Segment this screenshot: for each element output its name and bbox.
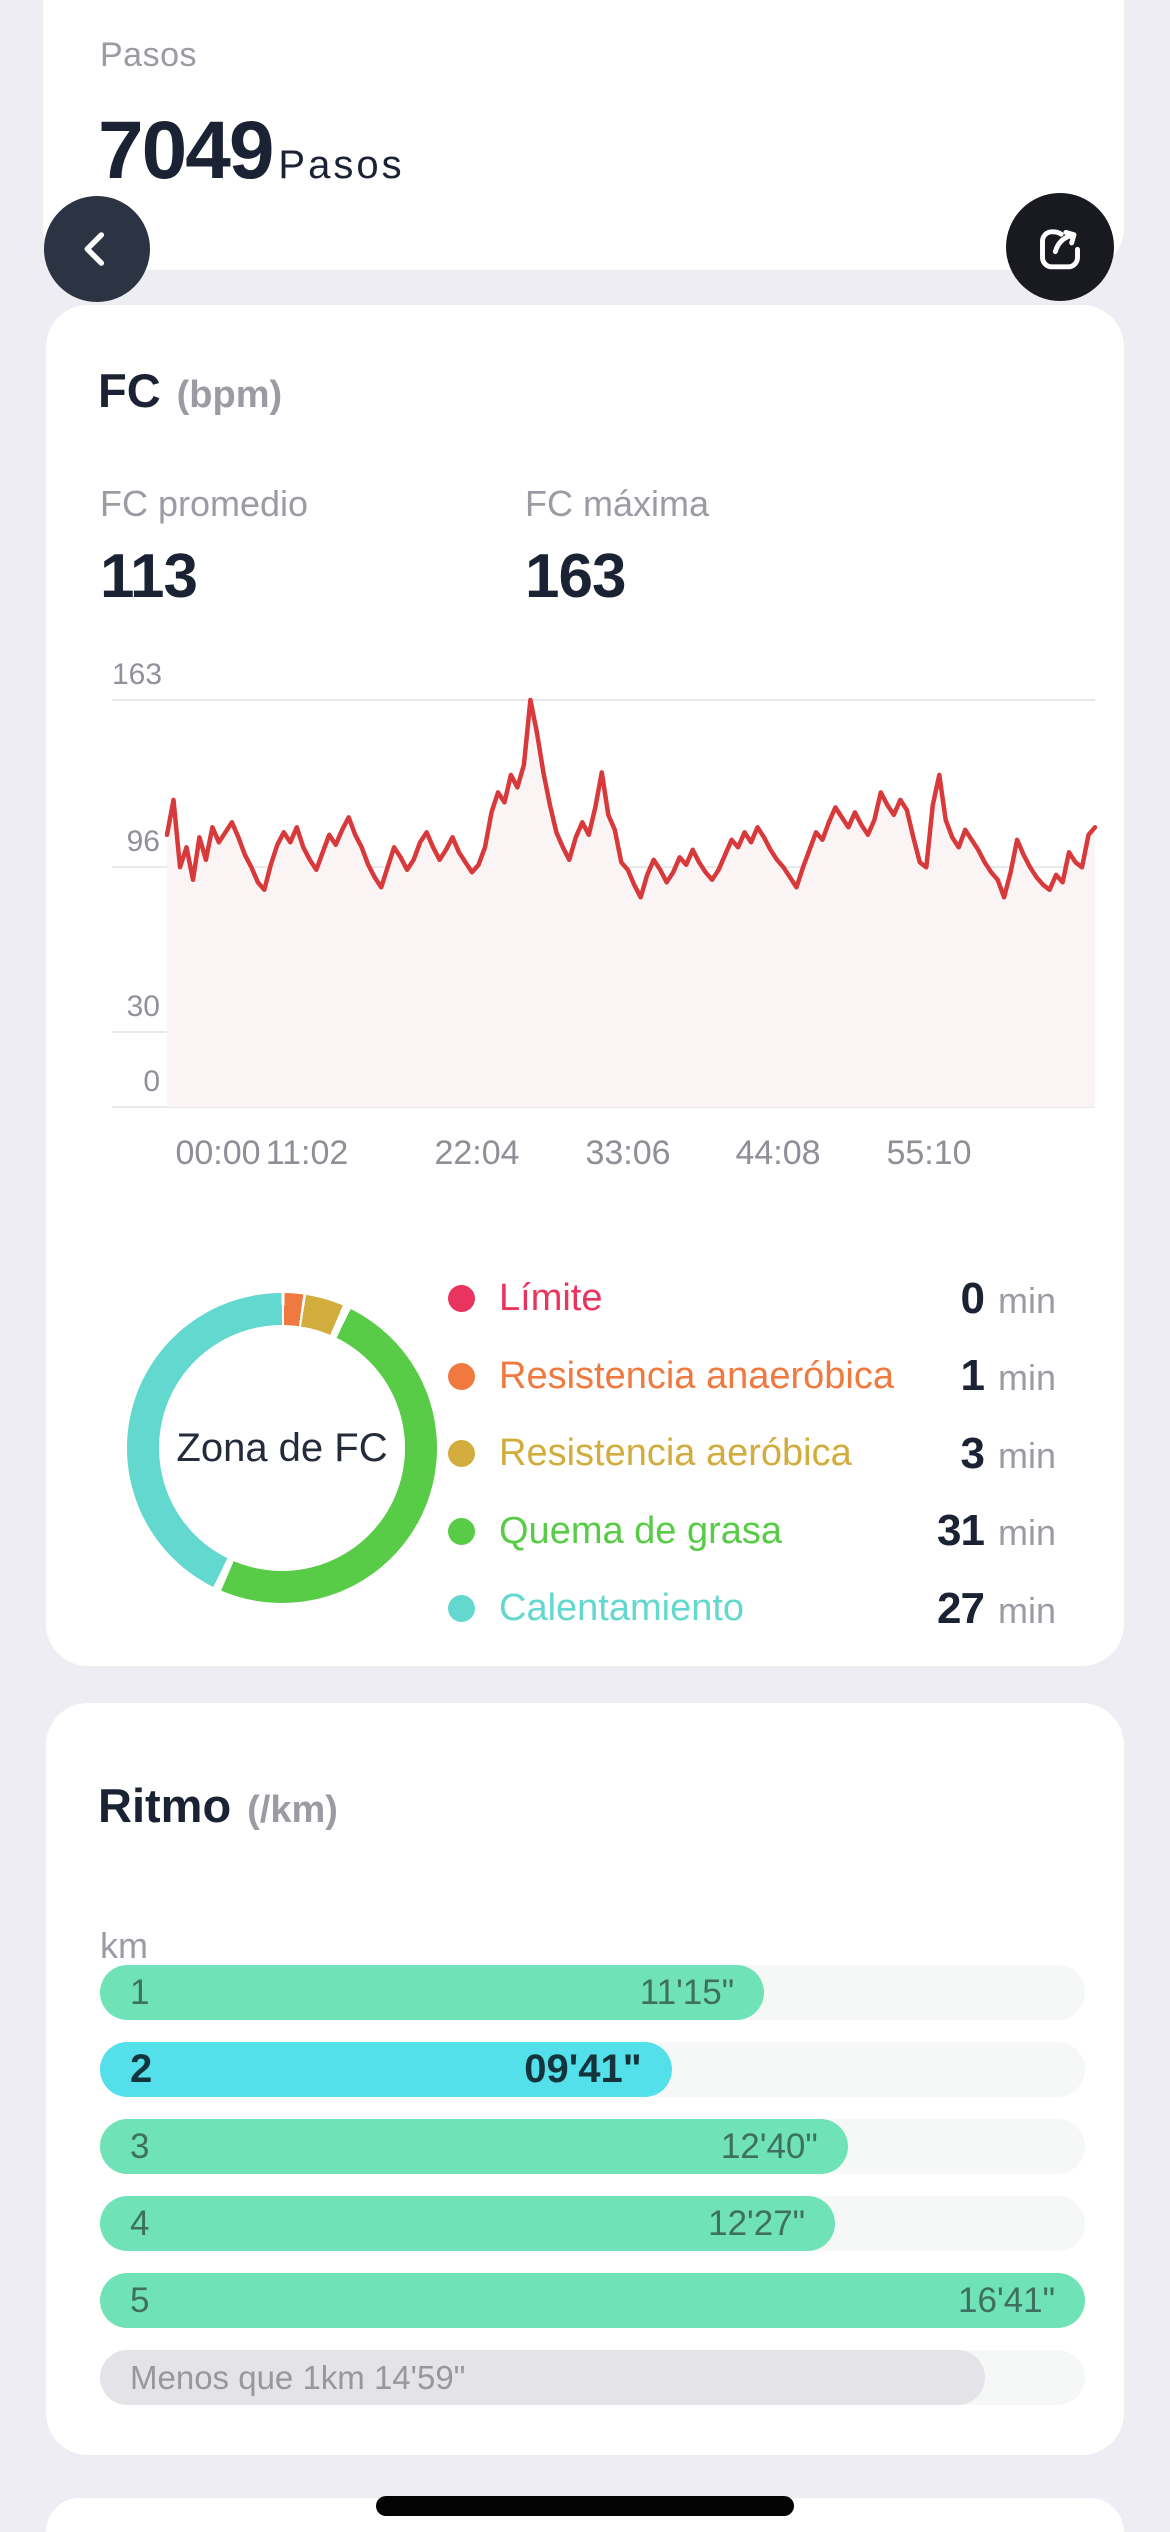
pace-bar: 1 11'15" xyxy=(100,1965,765,2020)
share-icon xyxy=(1032,219,1088,275)
zone-color-dot xyxy=(448,1517,475,1545)
fc-zone-row: Resistencia anaeróbica 1 min xyxy=(46,1338,1124,1415)
fc-average-label: FC promedio xyxy=(100,483,309,524)
y-tick-label: 30 xyxy=(126,990,160,1024)
y-tick-label: 0 xyxy=(143,1065,160,1098)
pace-time-label: 11'15" xyxy=(639,1972,735,2012)
pace-row: 5 16'41" xyxy=(100,2273,1085,2328)
fc-max-stat: FC máxima 163 xyxy=(525,483,709,612)
chevron-left-icon xyxy=(71,223,123,275)
zone-label: Límite xyxy=(499,1277,603,1319)
x-tick-label: 55:10 xyxy=(886,1134,972,1172)
pace-time-label: 12'40" xyxy=(720,2126,818,2166)
fc-title-unit: (bpm) xyxy=(176,374,283,416)
back-button[interactable] xyxy=(44,196,150,302)
pace-time-label: 16'41" xyxy=(958,2280,1055,2320)
pace-bar: Menos que 1km 14'59" xyxy=(100,2350,985,2405)
fc-max-value: 163 xyxy=(525,542,626,611)
fc-average-value: 113 xyxy=(100,542,198,611)
pace-title-text: Ritmo xyxy=(98,1779,232,1832)
home-indicator[interactable] xyxy=(376,2496,794,2516)
fc-zones-donut: Zona de FC xyxy=(127,1293,437,1603)
pace-title-unit: (/km) xyxy=(247,1789,338,1831)
fc-title-text: FC xyxy=(98,364,161,417)
zone-color-dot xyxy=(448,1595,475,1622)
heart-rate-series xyxy=(164,697,1098,1107)
nav-title: Pasos xyxy=(100,36,197,74)
pace-bar: 4 12'27" xyxy=(100,2196,836,2251)
zone-minutes: 3 min xyxy=(960,1428,1057,1478)
fc-zone-row: Límite 0 min xyxy=(46,1260,1124,1337)
heart-rate-plot: 163 96 30 0 00:00 11:02 22:04 33:06 44:08 55:10 xyxy=(112,658,1098,1172)
steps-summary: 7049 Pasos xyxy=(98,104,405,198)
zone-label: Quema de grasa xyxy=(499,1509,783,1552)
heart-rate-card: FC (bpm) FC promedio 113 FC máxima 163 1… xyxy=(46,305,1124,1666)
pace-row: 3 12'40" xyxy=(100,2119,1085,2174)
fc-zone-row: Quema de grasa 31 min xyxy=(46,1493,1124,1570)
zone-minutes: 27 min xyxy=(937,1583,1056,1633)
pace-track: 4 12'27" xyxy=(100,2196,1085,2251)
share-button[interactable] xyxy=(1006,193,1114,301)
pace-bar: 3 12'40" xyxy=(100,2119,848,2174)
pace-time-label: 09'41" xyxy=(524,2047,642,2091)
pace-time-label: 12'27" xyxy=(708,2203,806,2243)
zone-label: Resistencia anaeróbica xyxy=(499,1354,895,1397)
x-tick-label: 11:02 xyxy=(265,1134,349,1172)
y-tick-label: 96 xyxy=(126,825,160,859)
gridline-163 xyxy=(112,699,1095,701)
zone-label: Resistencia aeróbica xyxy=(499,1432,852,1474)
zone-minutes: 31 min xyxy=(937,1506,1056,1555)
y-tick-label: 163 xyxy=(112,658,163,691)
pace-track: Menos que 1km 14'59" xyxy=(100,2350,1085,2405)
pace-card-title: Ritmo (/km) xyxy=(98,1778,338,1833)
steps-header-card: Pasos 7049 Pasos xyxy=(43,0,1124,270)
pace-km-label: 3 xyxy=(130,2126,150,2166)
pace-km-label: 5 xyxy=(130,2280,150,2320)
x-tick-label: 33:06 xyxy=(585,1134,671,1172)
pace-track: 2 09'41" xyxy=(100,2042,1085,2097)
pace-axis-label: km xyxy=(100,1925,148,1966)
pace-km-label: 4 xyxy=(130,2203,150,2243)
pace-bar: 2 09'41" xyxy=(100,2042,672,2097)
pace-row: 2 09'41" xyxy=(100,2042,1085,2097)
fc-zone-row: Resistencia aeróbica 3 min xyxy=(46,1415,1124,1492)
pace-row: Menos que 1km 14'59" xyxy=(100,2350,1085,2405)
zone-color-dot xyxy=(448,1362,475,1390)
pace-bar: 5 16'41" xyxy=(100,2273,1085,2328)
donut-hole xyxy=(159,1325,405,1571)
zone-label: Calentamiento xyxy=(499,1587,745,1629)
zone-color-dot xyxy=(448,1285,475,1312)
heart-rate-chart: 163 96 30 0 00:00 11:02 22:04 33:06 44:08 55:10 xyxy=(46,658,1124,1192)
fc-max-label: FC máxima xyxy=(525,483,710,524)
steps-value: 7049 xyxy=(98,105,274,196)
pace-row: 1 11'15" xyxy=(100,1965,1085,2020)
fc-average-stat: FC promedio 113 xyxy=(100,483,308,612)
pace-partial-label: Menos que 1km 14'59" xyxy=(130,2358,466,2396)
zone-color-dot xyxy=(448,1440,475,1467)
x-tick-label: 22:04 xyxy=(434,1134,520,1172)
pace-row: 4 12'27" xyxy=(100,2196,1085,2251)
fc-zone-row: Calentamiento 27 min xyxy=(46,1570,1124,1647)
pace-card: Ritmo (/km) km 1 11'15" 2 09'41" 3 12'40" 4 12'… xyxy=(46,1703,1124,2455)
zone-minutes: 1 min xyxy=(960,1351,1057,1400)
pace-track: 3 12'40" xyxy=(100,2119,1085,2174)
zone-minutes: 0 min xyxy=(960,1273,1057,1323)
pace-km-label: 2 xyxy=(130,2047,153,2091)
pace-track: 1 11'15" xyxy=(100,1965,1085,2020)
steps-unit: Pasos xyxy=(278,143,405,187)
fc-card-title: FC (bpm) xyxy=(98,363,282,418)
pace-track: 5 16'41" xyxy=(100,2273,1085,2328)
donut-center-label: Zona de FC xyxy=(176,1425,388,1470)
x-tick-label: 00:00 xyxy=(175,1134,261,1172)
pace-km-label: 1 xyxy=(130,1972,150,2012)
x-tick-label: 44:08 xyxy=(735,1134,821,1172)
